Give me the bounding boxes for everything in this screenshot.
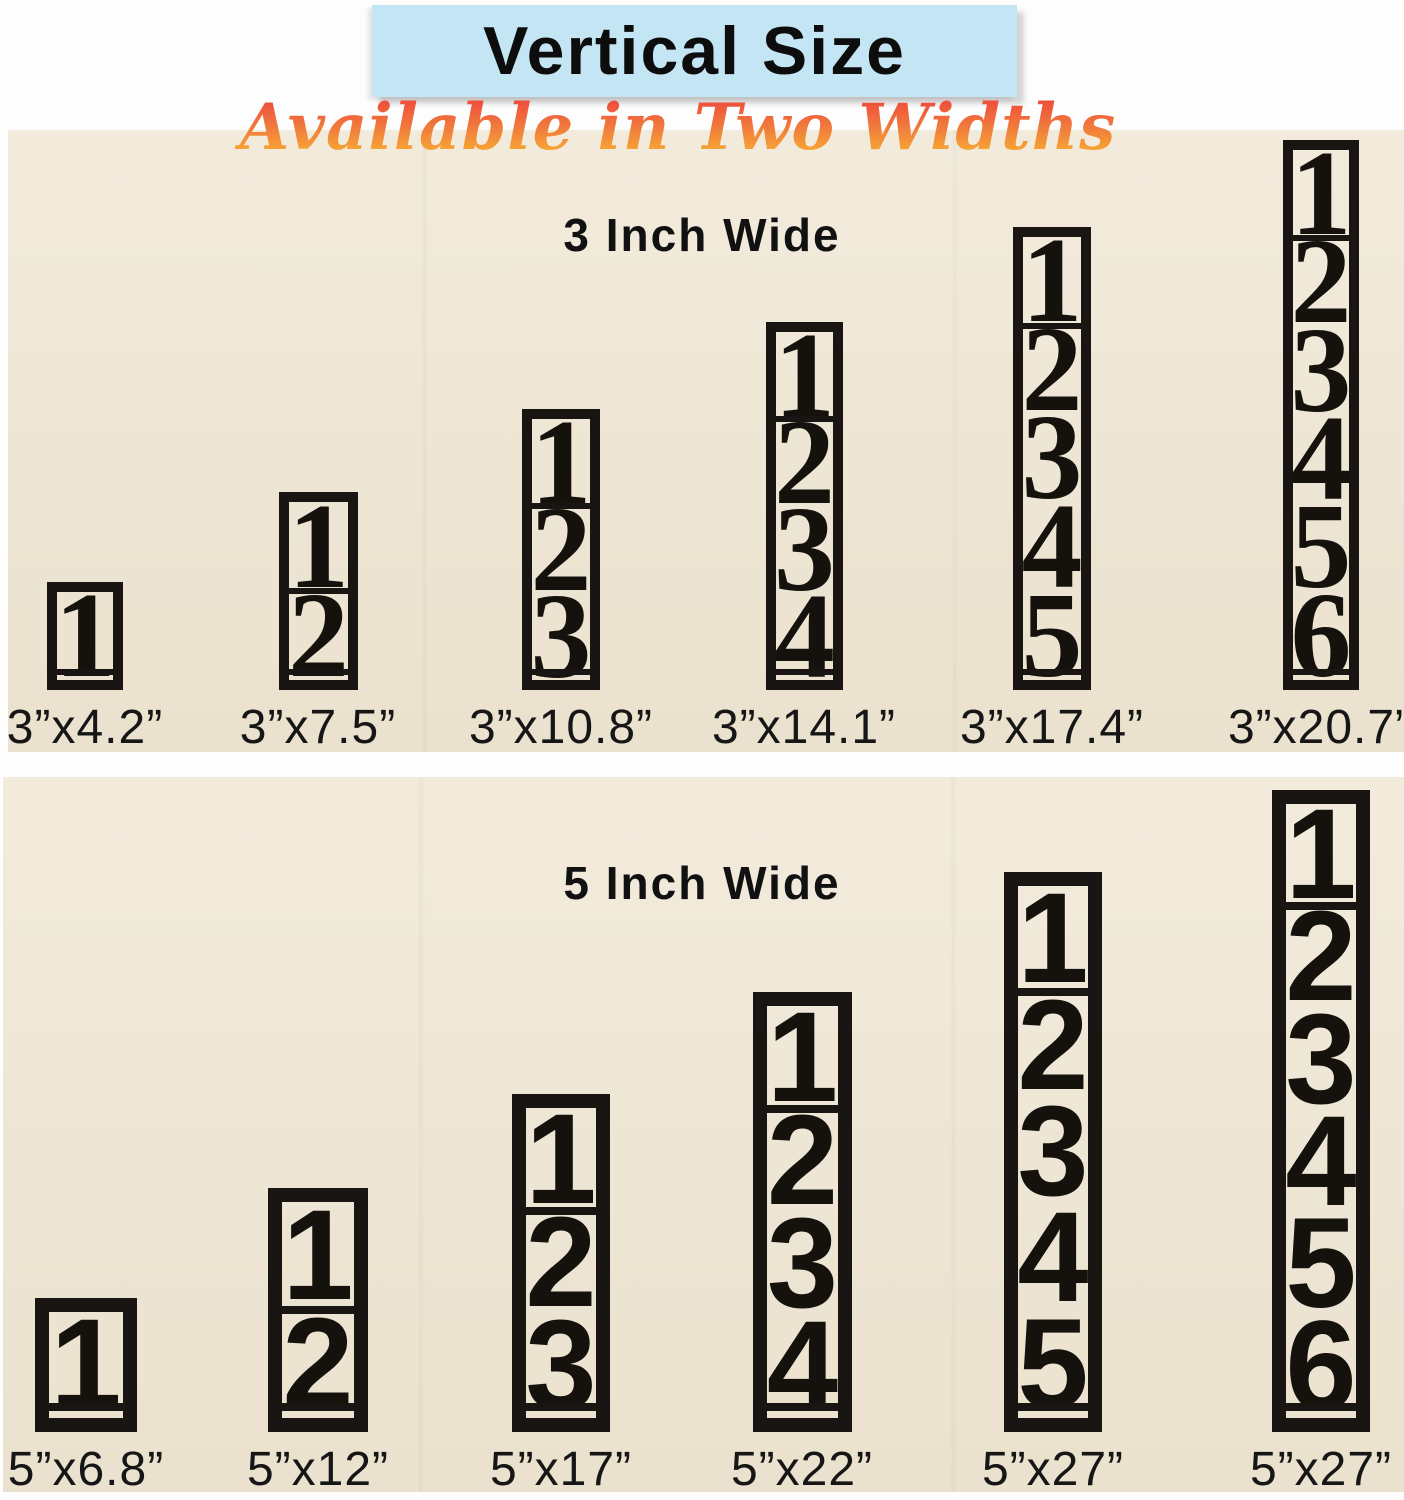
sign-digit-cell: 2 bbox=[1290, 214, 1352, 350]
sign-digit-cell: 4 bbox=[1285, 1090, 1357, 1234]
sign-digit-cell: 3 bbox=[1285, 987, 1357, 1131]
size-label: 3”x17.4” bbox=[959, 701, 1145, 754]
sign-digit-cell: 1 bbox=[765, 985, 840, 1129]
title-banner: Vertical Size bbox=[372, 5, 1017, 97]
size-label: 3”x10.8” bbox=[468, 701, 654, 754]
sign-digit-cell: 1 bbox=[1016, 867, 1090, 1011]
address-sign: 1 bbox=[47, 568, 123, 703]
size-label: 5”x6.8” bbox=[7, 1443, 165, 1496]
sign-digit-cell: 2 bbox=[530, 481, 592, 617]
sign-digit-cell: 4 bbox=[765, 1294, 840, 1438]
subtitle: Available in Two Widths bbox=[0, 90, 1380, 165]
size-label: 5”x22” bbox=[730, 1443, 874, 1496]
size-label: 3”x14.1” bbox=[711, 701, 897, 754]
sign-digit-cell: 6 bbox=[1284, 1294, 1358, 1438]
sign-digit-cell: 1 bbox=[1290, 126, 1352, 262]
section-header-3inch: 3 Inch Wide bbox=[563, 209, 841, 261]
sign-digit-cell: 2 bbox=[1021, 301, 1083, 437]
sign-digit-cell: 1 bbox=[280, 1184, 356, 1327]
size-label: 5”x17” bbox=[489, 1443, 633, 1496]
size-label: 5”x12” bbox=[246, 1443, 390, 1496]
sign-digit-cell: 2 bbox=[287, 567, 350, 703]
panel-5inch-background bbox=[3, 777, 1404, 1492]
size-label: 5”x27” bbox=[981, 1443, 1125, 1496]
sign-digit-cell: 1 bbox=[530, 394, 592, 530]
sign-digit-cell: 1 bbox=[774, 307, 835, 443]
size-label: 5”x27” bbox=[1249, 1443, 1393, 1496]
sign-digit-cell: 1 bbox=[1021, 213, 1083, 349]
sign-digit-cell: 4 bbox=[1021, 479, 1083, 615]
sign-digit-cell: 2 bbox=[525, 1190, 597, 1334]
sign-digit-cell: 1 bbox=[54, 568, 116, 703]
sign-digit-cell: 3 bbox=[1290, 302, 1352, 438]
sign-digit-cell: 5 bbox=[1290, 479, 1352, 615]
sign-digit-cell: 5 bbox=[1285, 1192, 1357, 1336]
sign-digit-cell: 4 bbox=[774, 568, 835, 704]
sign-digit-cell: 2 bbox=[1285, 885, 1357, 1029]
sign-digit-cell: 3 bbox=[530, 568, 592, 704]
sign-digit-cell: 2 bbox=[766, 1088, 839, 1232]
sign-digit-cell: 3 bbox=[524, 1294, 598, 1438]
sign-digit-cell: 1 bbox=[287, 478, 350, 614]
address-sign: 1 bbox=[35, 1298, 137, 1432]
sign-digit-cell: 4 bbox=[1290, 391, 1352, 527]
size-label: 3”x20.7” bbox=[1227, 701, 1404, 754]
section-header-5inch: 5 Inch Wide bbox=[563, 857, 841, 909]
size-label: 3”x4.2” bbox=[6, 701, 164, 754]
panel-3inch-background bbox=[8, 130, 1404, 752]
sign-digit-cell: 1 bbox=[524, 1087, 598, 1231]
sign-digit-cell: 5 bbox=[1021, 567, 1083, 703]
sign-digit-cell: 2 bbox=[1017, 973, 1089, 1117]
sign-digit-cell: 4 bbox=[1017, 1186, 1089, 1330]
size-label: 3”x7.5” bbox=[239, 701, 397, 754]
sign-digit-cell: 2 bbox=[774, 394, 835, 530]
sign-digit-cell: 1 bbox=[47, 1293, 125, 1436]
sign-digit-cell: 2 bbox=[280, 1292, 356, 1435]
sign-digit-cell: 3 bbox=[766, 1191, 839, 1335]
page-title: Vertical Size bbox=[483, 13, 906, 89]
sign-digit-cell: 3 bbox=[774, 481, 835, 617]
sign-digit-cell: 1 bbox=[1284, 783, 1358, 927]
sign-digit-cell: 6 bbox=[1290, 567, 1352, 703]
sign-digit-cell: 5 bbox=[1016, 1292, 1090, 1436]
sign-digit-cell: 3 bbox=[1017, 1080, 1089, 1224]
sign-digit-cell: 3 bbox=[1021, 390, 1083, 526]
